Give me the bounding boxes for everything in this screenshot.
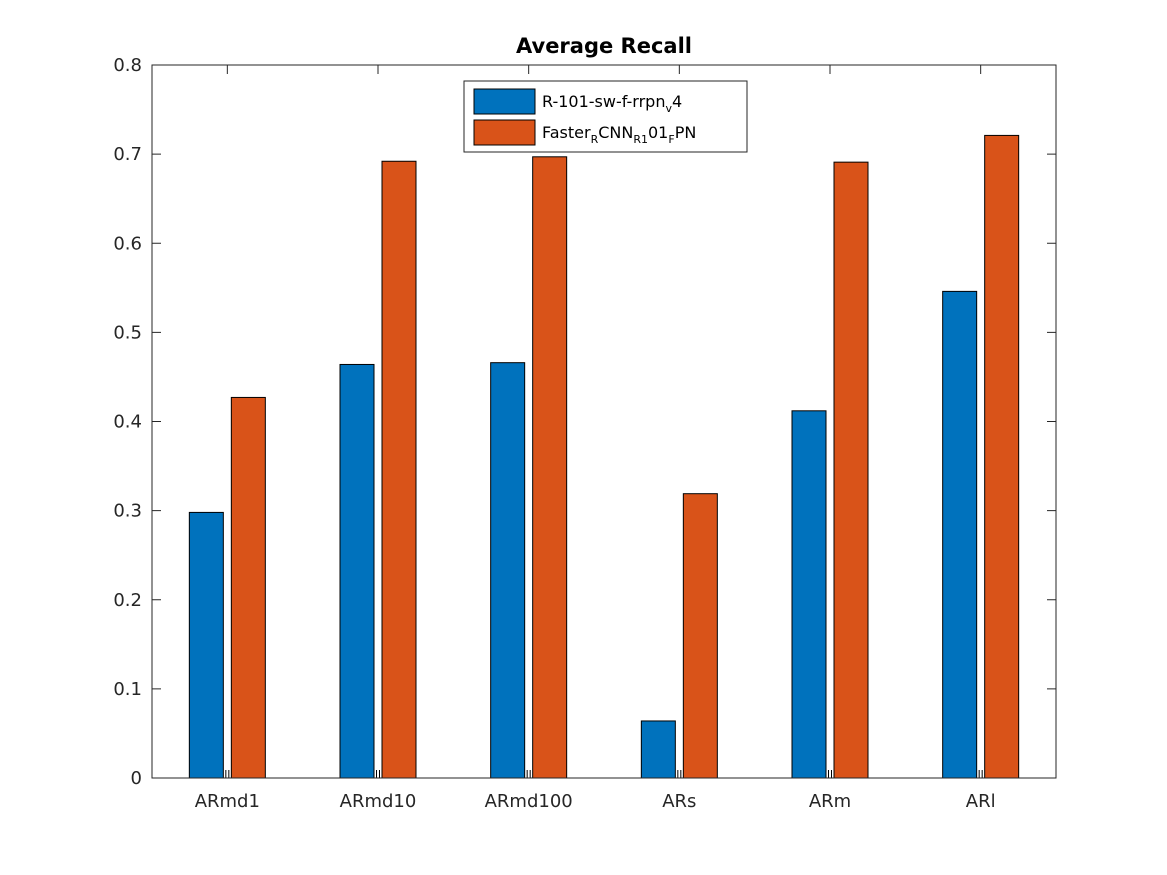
y-tick-label: 0.1 — [113, 679, 142, 700]
legend-swatch-series-1 — [473, 88, 536, 115]
bar-ARl-series-1 — [942, 290, 978, 779]
legend-label-series-1: R-101-sw-f-rrpnv4 — [542, 92, 682, 115]
legend: R-101-sw-f-rrpnv4 FasterRCNNR101FPN — [463, 80, 748, 153]
y-tick-label: 0.7 — [113, 144, 142, 165]
bar-ARmd1-series-1 — [188, 511, 224, 779]
bar-ARmd1-series-2 — [230, 396, 266, 779]
bar-ARmd100-series-1 — [490, 362, 526, 779]
x-tick-label: ARm — [809, 791, 851, 812]
y-tick-label: 0.6 — [113, 233, 142, 254]
axes-layer: 0 0.1 0.2 0.3 0.4 0.5 0.6 0.7 0.8 ARmd1 ARmd10 ARmd… — [113, 55, 1057, 812]
legend-swatch-series-2 — [473, 119, 536, 146]
bar-ARm-series-2 — [833, 161, 869, 779]
x-tick-label: ARs — [662, 791, 696, 812]
y-tick-label: 0.8 — [113, 55, 142, 76]
y-tick-label: 0.4 — [113, 412, 142, 433]
plot-area — [152, 65, 1056, 778]
bar-ARmd10-series-1 — [339, 363, 375, 779]
x-tick-label: ARmd1 — [195, 791, 260, 812]
bar-ARmd100-series-2 — [532, 156, 568, 779]
bar-ARl-series-2 — [984, 134, 1020, 779]
x-tick-label: ARl — [966, 791, 996, 812]
bar-ARs-series-2 — [682, 493, 718, 779]
x-tick-label: ARmd10 — [340, 791, 417, 812]
bar-ARs-series-1 — [640, 720, 676, 779]
x-tick-label: ARmd100 — [485, 791, 573, 812]
y-tick-label: 0.5 — [113, 322, 142, 343]
y-tick-label: 0.2 — [113, 590, 142, 611]
bar-ARmd10-series-2 — [381, 160, 417, 779]
chart-title: Average Recall — [516, 34, 692, 58]
y-tick-label: 0 — [131, 768, 142, 789]
bars-layer — [188, 134, 1020, 779]
legend-label-series-2: FasterRCNNR101FPN — [542, 123, 696, 146]
y-tick-label: 0.3 — [113, 501, 142, 522]
bar-ARm-series-1 — [791, 410, 827, 779]
